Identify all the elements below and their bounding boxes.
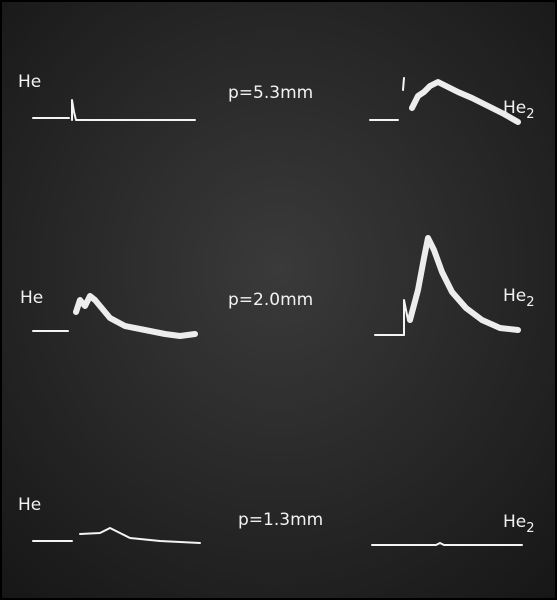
trace-tick: [403, 78, 404, 90]
figure: He p=5.3mm He2 He p=2.0mm He2 He p=1.3mm…: [0, 0, 557, 600]
subscript: 2: [526, 295, 534, 310]
left-label: He: [20, 288, 43, 308]
pressure-label: p=2.0mm: [228, 290, 313, 310]
species: He: [503, 512, 526, 532]
subscript: 2: [526, 107, 534, 122]
species: He: [503, 98, 526, 118]
subscript: 2: [526, 521, 534, 536]
pressure-label: p=1.3mm: [238, 510, 323, 530]
pressure-label: p=5.3mm: [228, 83, 313, 103]
left-label: He: [18, 72, 41, 92]
species: He: [503, 286, 526, 306]
page: He p=5.3mm He2 He p=2.0mm He2 He p=1.3mm…: [0, 0, 557, 600]
left-label: He: [18, 495, 41, 515]
